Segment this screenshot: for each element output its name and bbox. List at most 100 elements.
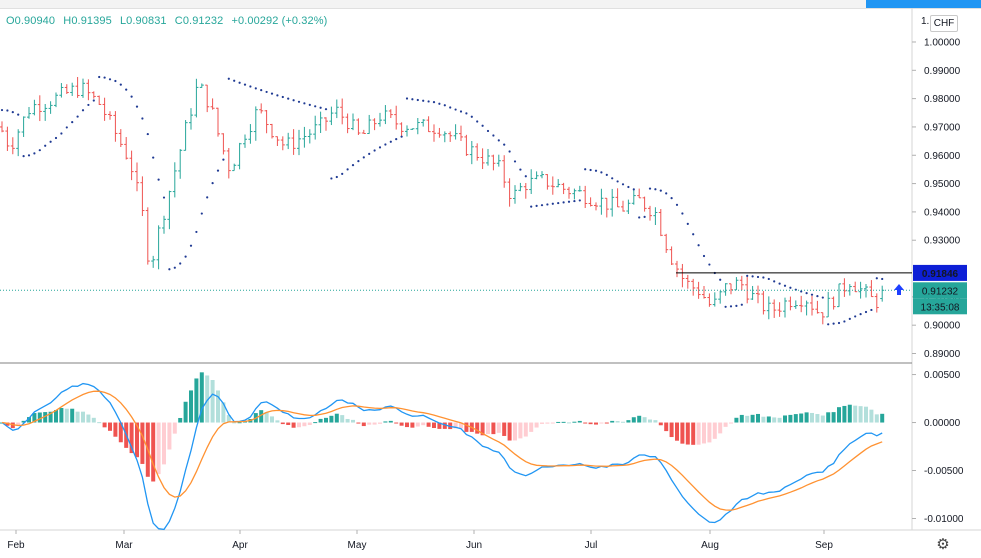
macd-histogram-bar [853, 405, 858, 423]
price-tick-label: 0.96000 [924, 151, 961, 162]
sar-dot [524, 175, 527, 178]
sar-dot [11, 111, 14, 114]
macd-histogram-bar [756, 413, 760, 423]
sar-dot [638, 216, 641, 219]
sar-dot [546, 203, 549, 206]
macd-histogram-bar [432, 422, 436, 429]
macd-histogram-bar [496, 422, 501, 433]
sar-dot [573, 199, 576, 203]
macd-histogram-bar [280, 422, 285, 425]
time-tick-label: Jul [585, 540, 598, 551]
sar-dot [503, 143, 506, 146]
macd-histogram-bar [783, 415, 787, 423]
macd-histogram-bar [291, 422, 296, 428]
gear-icon[interactable]: ⚙ [936, 536, 950, 553]
macd-histogram-bar [648, 419, 652, 423]
sar-dot [249, 85, 252, 88]
sar-dot [767, 277, 770, 281]
sar-dot [206, 196, 209, 199]
sar-dot [254, 87, 257, 90]
sar-dot [276, 94, 279, 97]
sar-dot [297, 100, 301, 103]
close-value: 0.91232 [182, 15, 224, 27]
macd-histogram-bar [194, 378, 199, 423]
sar-dot [481, 124, 484, 127]
macd-histogram-bar [345, 418, 350, 423]
macd-histogram-bar [399, 422, 404, 426]
toolbar-accent[interactable] [866, 0, 981, 8]
sar-dot [416, 98, 419, 102]
sar-dot [168, 268, 171, 271]
macd-histogram-bar [129, 422, 134, 454]
time-tick-label: Feb [7, 540, 25, 551]
time-tick-label: Jun [466, 540, 482, 551]
macd-histogram-bar [615, 421, 620, 423]
macd-histogram-bar [172, 422, 177, 434]
open-label: O [6, 15, 15, 27]
macd-histogram-bar [361, 422, 366, 427]
sar-dot [0, 108, 4, 112]
sar-dot [611, 177, 614, 180]
price-tick-label: 0.93000 [924, 236, 961, 247]
sar-dot [465, 112, 468, 115]
sar-dot [578, 199, 581, 202]
arrow-up-icon[interactable] [894, 284, 904, 295]
sar-dot [697, 244, 700, 247]
sar-dot [22, 155, 25, 158]
price-tick-label: 0.98000 [924, 94, 961, 105]
macd-histogram-bar [540, 422, 544, 424]
macd-histogram-bar [48, 411, 53, 423]
macd-histogram-bar [799, 413, 804, 423]
sar-dot [54, 136, 58, 140]
sar-dot [357, 160, 360, 163]
macd-histogram-bar [183, 401, 188, 423]
sar-dot [562, 201, 565, 204]
macd-histogram-bar [572, 421, 577, 423]
macd-histogram-bar [550, 422, 555, 424]
change-value: +0.00292 (+0.32%) [231, 15, 328, 27]
sar-dot [470, 115, 473, 118]
macd-histogram-bar [631, 417, 636, 423]
time-tick-label: Aug [701, 540, 719, 551]
sar-dot [719, 278, 722, 281]
macd-histogram-bar [691, 422, 696, 445]
macd-histogram-bar [135, 422, 139, 458]
macd-histogram-bar [723, 422, 728, 427]
macd-histogram-bar [874, 414, 879, 423]
sar-dot [594, 169, 598, 172]
sar-dot [735, 304, 738, 307]
sar-dot [648, 187, 652, 190]
macd-histogram-bar [880, 413, 885, 423]
currency-button[interactable]: CHF [930, 15, 958, 32]
macd-histogram-bar [437, 422, 442, 429]
macd-histogram-bar [858, 406, 863, 423]
macd-tick-label: -0.00500 [924, 466, 964, 477]
macd-histogram-bar [604, 422, 609, 424]
sar-dot [330, 177, 333, 180]
macd-histogram-bar [237, 422, 242, 424]
macd-histogram-bar [324, 417, 328, 423]
sar-dot [98, 75, 101, 79]
macd-histogram-bar [766, 416, 771, 423]
sar-dot [584, 168, 587, 171]
open-value: 0.90940 [14, 15, 56, 27]
toolbar-strip [0, 0, 981, 9]
sar-dot [179, 262, 182, 265]
macd-histogram-bar [259, 410, 264, 423]
low-value: 0.90831 [126, 15, 167, 27]
macd-histogram-bar [5, 422, 10, 426]
sar-dot [443, 104, 446, 107]
countdown-tag-text: 13:35:08 [921, 302, 960, 313]
sar-dot [27, 154, 31, 157]
macd-histogram-bar [351, 419, 355, 423]
sar-dot [827, 323, 830, 326]
sar-dot [810, 293, 814, 296]
sar-dot [837, 321, 841, 325]
sar-dot [411, 98, 414, 101]
macd-histogram-bar [205, 375, 210, 423]
macd-histogram-bar [804, 412, 809, 423]
macd-histogram-bar [594, 422, 598, 425]
macd-histogram-bar [518, 422, 523, 439]
sar-dot [303, 102, 306, 105]
